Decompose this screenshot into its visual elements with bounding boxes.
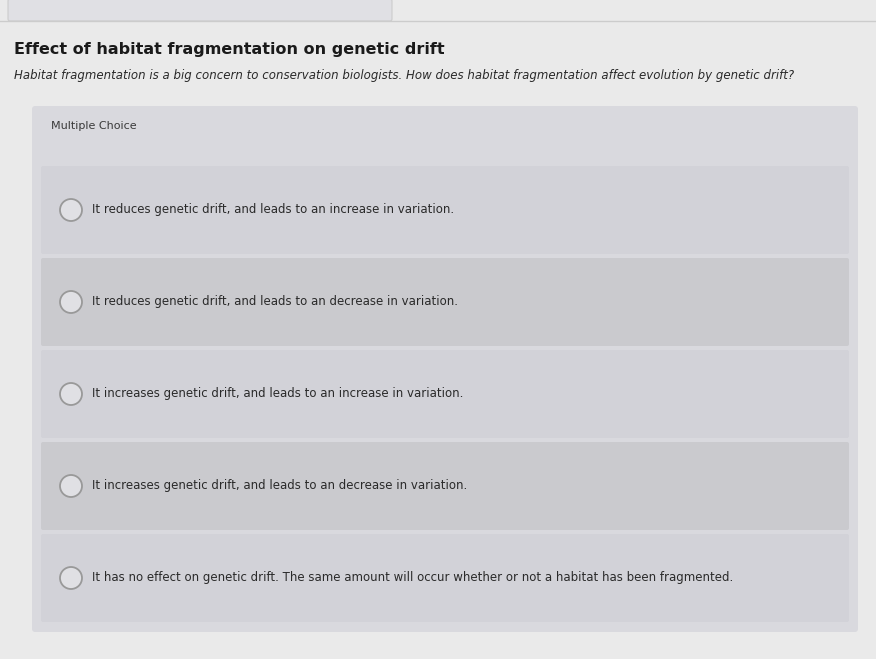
FancyBboxPatch shape [41,534,849,622]
FancyBboxPatch shape [41,166,849,254]
Text: It reduces genetic drift, and leads to an increase in variation.: It reduces genetic drift, and leads to a… [92,204,454,217]
Circle shape [60,567,82,589]
FancyBboxPatch shape [8,0,392,21]
Text: It increases genetic drift, and leads to an decrease in variation.: It increases genetic drift, and leads to… [92,480,467,492]
Text: It increases genetic drift, and leads to an increase in variation.: It increases genetic drift, and leads to… [92,387,463,401]
FancyBboxPatch shape [32,106,858,632]
Circle shape [60,383,82,405]
Text: Multiple Choice: Multiple Choice [51,121,137,131]
Text: Habitat fragmentation is a big concern to conservation biologists. How does habi: Habitat fragmentation is a big concern t… [14,69,795,82]
Circle shape [60,475,82,497]
FancyBboxPatch shape [41,258,849,346]
Circle shape [60,291,82,313]
Circle shape [60,199,82,221]
FancyBboxPatch shape [41,442,849,530]
Text: Effect of habitat fragmentation on genetic drift: Effect of habitat fragmentation on genet… [14,42,445,57]
FancyBboxPatch shape [41,350,849,438]
Text: It reduces genetic drift, and leads to an decrease in variation.: It reduces genetic drift, and leads to a… [92,295,458,308]
Text: It has no effect on genetic drift. The same amount will occur whether or not a h: It has no effect on genetic drift. The s… [92,571,733,585]
